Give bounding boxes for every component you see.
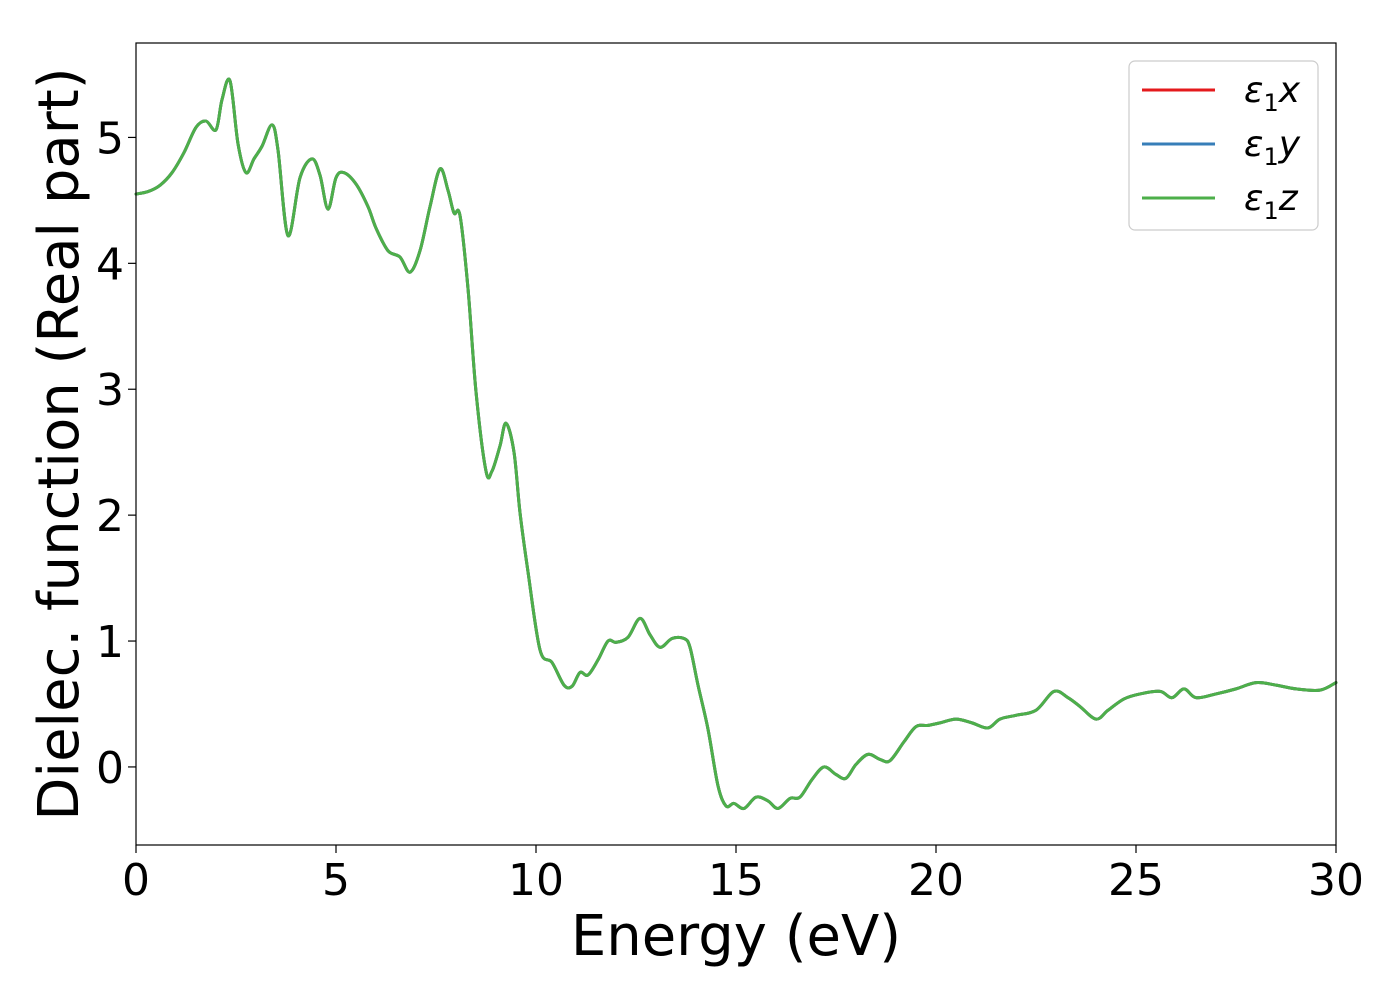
x-axis-label: Energy (eV) xyxy=(571,904,901,969)
x-tick-label: 5 xyxy=(322,855,350,906)
x-tick-label: 10 xyxy=(508,855,564,906)
legend-box xyxy=(1128,60,1319,231)
legend-label-y: ε1y xyxy=(1244,124,1301,171)
x-axis-ticks: 0 5 10 15 20 25 30 xyxy=(122,845,1364,906)
legend: ε1x ε1y ε1z xyxy=(1128,60,1319,231)
y-axis-ticks: 0 1 2 3 4 5 xyxy=(96,113,136,794)
y-tick-label: 5 xyxy=(96,113,124,164)
x-tick-label: 20 xyxy=(908,855,964,906)
series-line-z xyxy=(134,77,1338,811)
y-tick-label: 2 xyxy=(96,491,124,542)
series-layer xyxy=(134,77,1338,811)
y-tick-label: 3 xyxy=(96,365,124,416)
y-tick-label: 0 xyxy=(96,743,124,794)
legend-entries: ε1x ε1y ε1z xyxy=(1142,70,1301,225)
x-tick-label: 25 xyxy=(1108,855,1164,906)
y-tick-label: 4 xyxy=(96,239,124,290)
legend-label-z: ε1z xyxy=(1244,178,1299,225)
y-axis-label: Dielec. function (Real part) xyxy=(27,67,92,820)
x-tick-label: 0 xyxy=(122,855,150,906)
y-tick-label: 1 xyxy=(96,617,124,668)
legend-label-x: ε1x xyxy=(1244,70,1301,117)
x-tick-label: 15 xyxy=(708,855,764,906)
x-tick-label: 30 xyxy=(1308,855,1364,906)
